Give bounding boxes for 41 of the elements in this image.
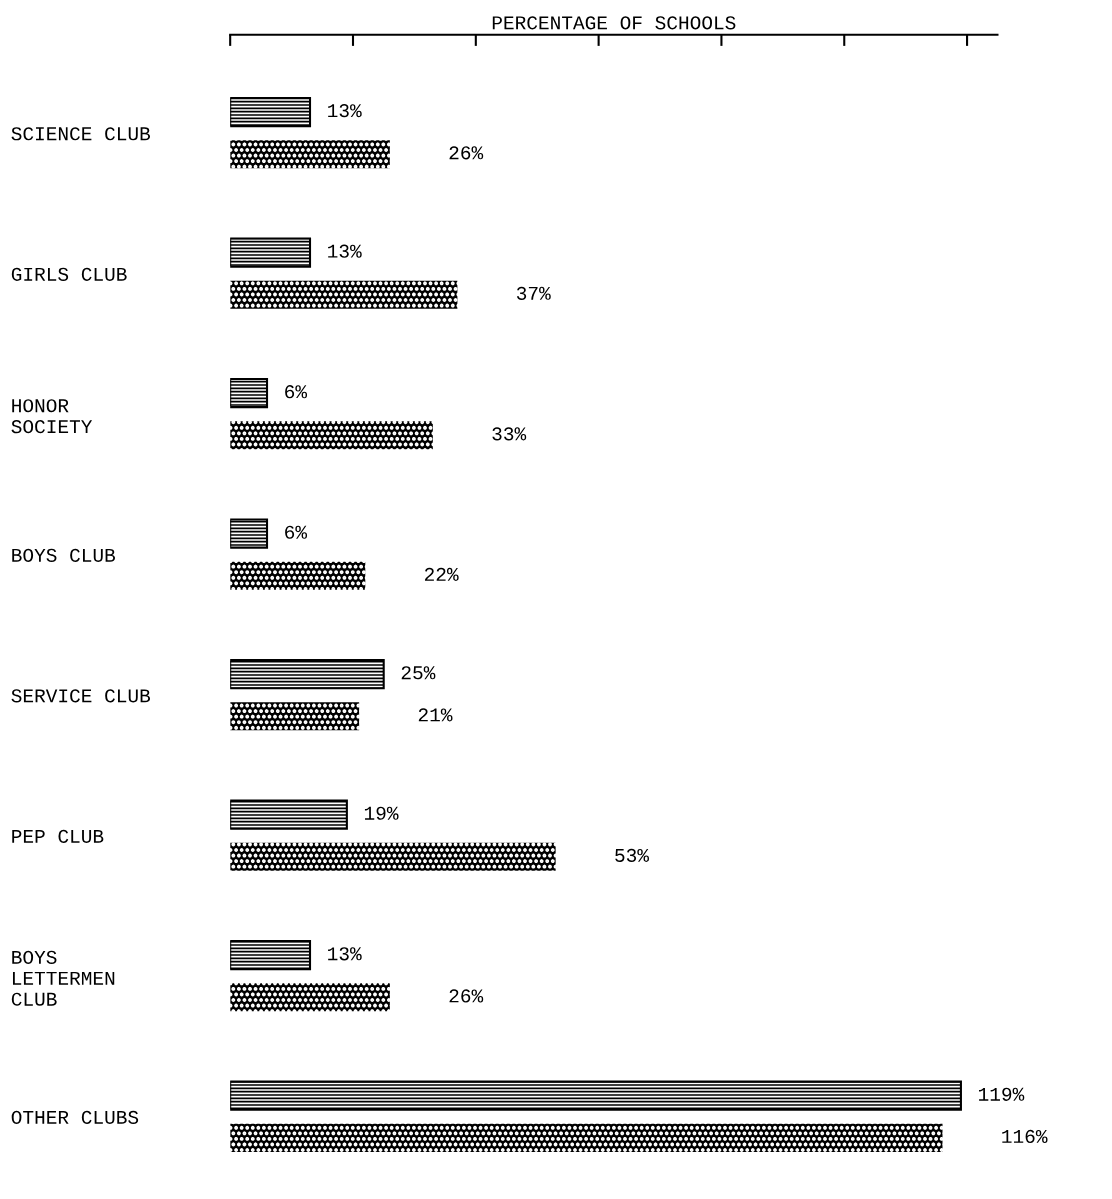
y-tick-label: SERVICE CLUB [11,689,151,703]
data-label: 6% [285,525,308,539]
data-label: 26% [449,989,484,1003]
y-tick-label: GIRLS CLUB [11,267,127,281]
data-label: 53% [615,848,649,863]
y-tick-label: SCIENCE CLUB [11,127,151,141]
data-label: 26% [449,146,484,160]
data-label: 21% [418,708,453,722]
data-label: 37% [516,286,551,300]
data-label: 13% [328,244,362,258]
bar [230,561,366,590]
data-label: 25% [401,666,436,680]
data-label: 33% [492,427,527,441]
y-tick-label: BOYS CLUB [12,548,116,562]
bar [230,1080,962,1111]
data-label: 116% [1002,1129,1048,1144]
y-tick-label: HONOR SOCIETY [11,399,93,434]
bar [230,983,390,1012]
bar [230,702,360,731]
bar [230,842,556,871]
data-label: 13% [328,104,362,118]
data-label: 119% [979,1087,1025,1101]
bar [230,96,312,128]
bar [230,378,269,409]
bar [230,1123,943,1152]
bar [230,140,390,169]
bar [230,280,458,309]
data-label: 22% [424,567,459,581]
bar [230,518,269,549]
x-axis-title: PERCENTAGE OF SCHOOLS [492,16,736,30]
bar [230,940,312,971]
bar [230,659,385,690]
bar [230,799,348,830]
data-label: 19% [364,806,399,820]
y-tick-label: BOYS LETTERMEN CLUB [11,950,115,1006]
y-tick-label: OTHER CLUBS [11,1110,139,1124]
bar [230,421,433,450]
y-tick-label: PEP CLUB [12,829,104,843]
bar [230,237,312,268]
data-label: 13% [328,947,362,961]
data-label: 6% [285,385,308,399]
